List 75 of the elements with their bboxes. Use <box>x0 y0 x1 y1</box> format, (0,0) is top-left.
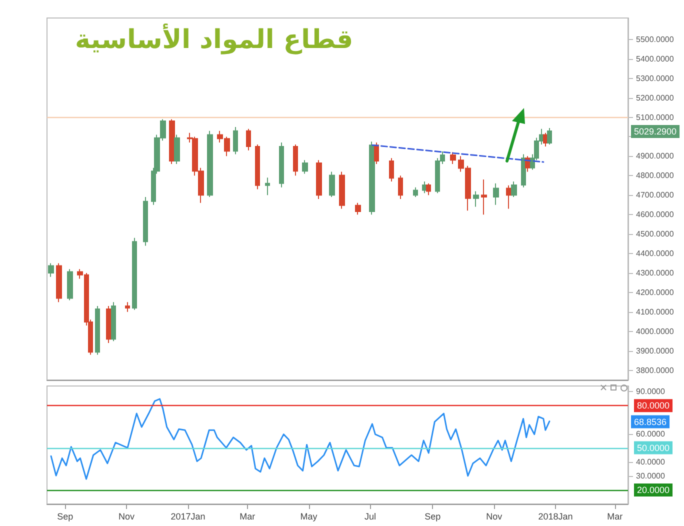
x-tick-label: 2017Jan <box>170 512 206 522</box>
candlestick <box>547 127 552 146</box>
candlestick <box>369 141 375 216</box>
y-tick-label: 4300.0000 <box>636 268 674 278</box>
candlestick <box>450 152 456 164</box>
candlestick <box>473 190 479 208</box>
x-tick-label: Mar <box>607 512 623 522</box>
candlestick <box>56 262 62 303</box>
candlestick <box>233 126 238 155</box>
candlestick <box>255 144 260 190</box>
line-series <box>50 398 550 480</box>
y-tick-label: 4800.0000 <box>636 171 674 180</box>
y-tick-label: 5200.0000 <box>636 93 674 102</box>
candlestick <box>329 171 335 198</box>
candlestick <box>413 186 418 198</box>
x-tick-label: Sep <box>57 512 74 522</box>
x-tick-label: May <box>300 512 318 522</box>
text: 68.8536 <box>634 416 667 427</box>
candlestick <box>293 144 298 176</box>
y-tick-label: 4900.0000 <box>636 152 674 161</box>
y-tick-label: 4700.0000 <box>636 190 674 200</box>
y-tick-label: 5300.0000 <box>636 74 674 83</box>
x-tick-label: Jul <box>364 512 376 522</box>
candlestick <box>279 142 284 188</box>
candlestick <box>48 262 54 278</box>
candlestick <box>374 142 379 164</box>
candlestick <box>265 177 270 196</box>
candlestick <box>125 302 130 312</box>
y-tick-label: 5400.0000 <box>636 54 674 64</box>
candlestick <box>132 237 137 310</box>
candlestick <box>111 302 116 342</box>
x-tick-label: Nov <box>118 512 136 522</box>
x-tick-label: Nov <box>486 512 503 522</box>
candlestick <box>302 160 308 174</box>
y-tick-label: 5100.0000 <box>636 112 674 122</box>
y-tick-label: 90.0000 <box>636 387 666 396</box>
y-tick-label: 3900.0000 <box>636 346 674 356</box>
candlestick <box>106 306 111 344</box>
candlestick <box>506 184 512 210</box>
candlestick <box>339 171 345 210</box>
candlestick <box>207 130 213 198</box>
y-tick-label: 4200.0000 <box>636 288 674 297</box>
ref-line-label: 50.0000 <box>637 442 670 453</box>
candlestick <box>511 180 517 198</box>
x-tick-label: Sep <box>424 512 441 522</box>
x-tick-label: 2018Jan <box>538 512 573 522</box>
candlestick <box>426 182 431 196</box>
chart-title: قطاع المواد الأساسية <box>75 23 354 55</box>
candlestick <box>143 196 148 246</box>
candlestick <box>493 182 499 206</box>
y-tick-label: 3800.0000 <box>636 366 674 375</box>
candlestick <box>316 160 322 200</box>
y-tick-label: 4100.0000 <box>636 307 674 316</box>
candlestick <box>174 134 180 164</box>
ref-line-label: 20.0000 <box>637 484 670 495</box>
candlestick <box>95 306 100 356</box>
y-tick-label: 4000.0000 <box>636 326 674 336</box>
ref-line-label: 80.0000 <box>637 400 670 411</box>
y-tick-label: 4400.0000 <box>636 248 674 258</box>
y-tick-label: 5500.0000 <box>636 34 674 44</box>
y-tick-label: 4600.0000 <box>636 210 674 220</box>
candlestick <box>169 118 175 164</box>
y-tick-label: 40.0000 <box>636 457 666 466</box>
candlestick <box>481 179 487 216</box>
y-tick-label: 60.0000 <box>636 429 666 438</box>
y-tick-label: 4500.0000 <box>636 230 674 239</box>
candlestick <box>398 175 403 200</box>
candlestick <box>246 128 251 151</box>
candlestick <box>67 268 73 301</box>
candlestick <box>355 202 361 216</box>
y-tick-label: 30.0000 <box>636 471 666 480</box>
candlestick <box>521 154 526 188</box>
text: 5029.2900 <box>634 126 677 137</box>
candlestick <box>389 158 394 182</box>
x-tick-label: Mar <box>240 512 256 522</box>
